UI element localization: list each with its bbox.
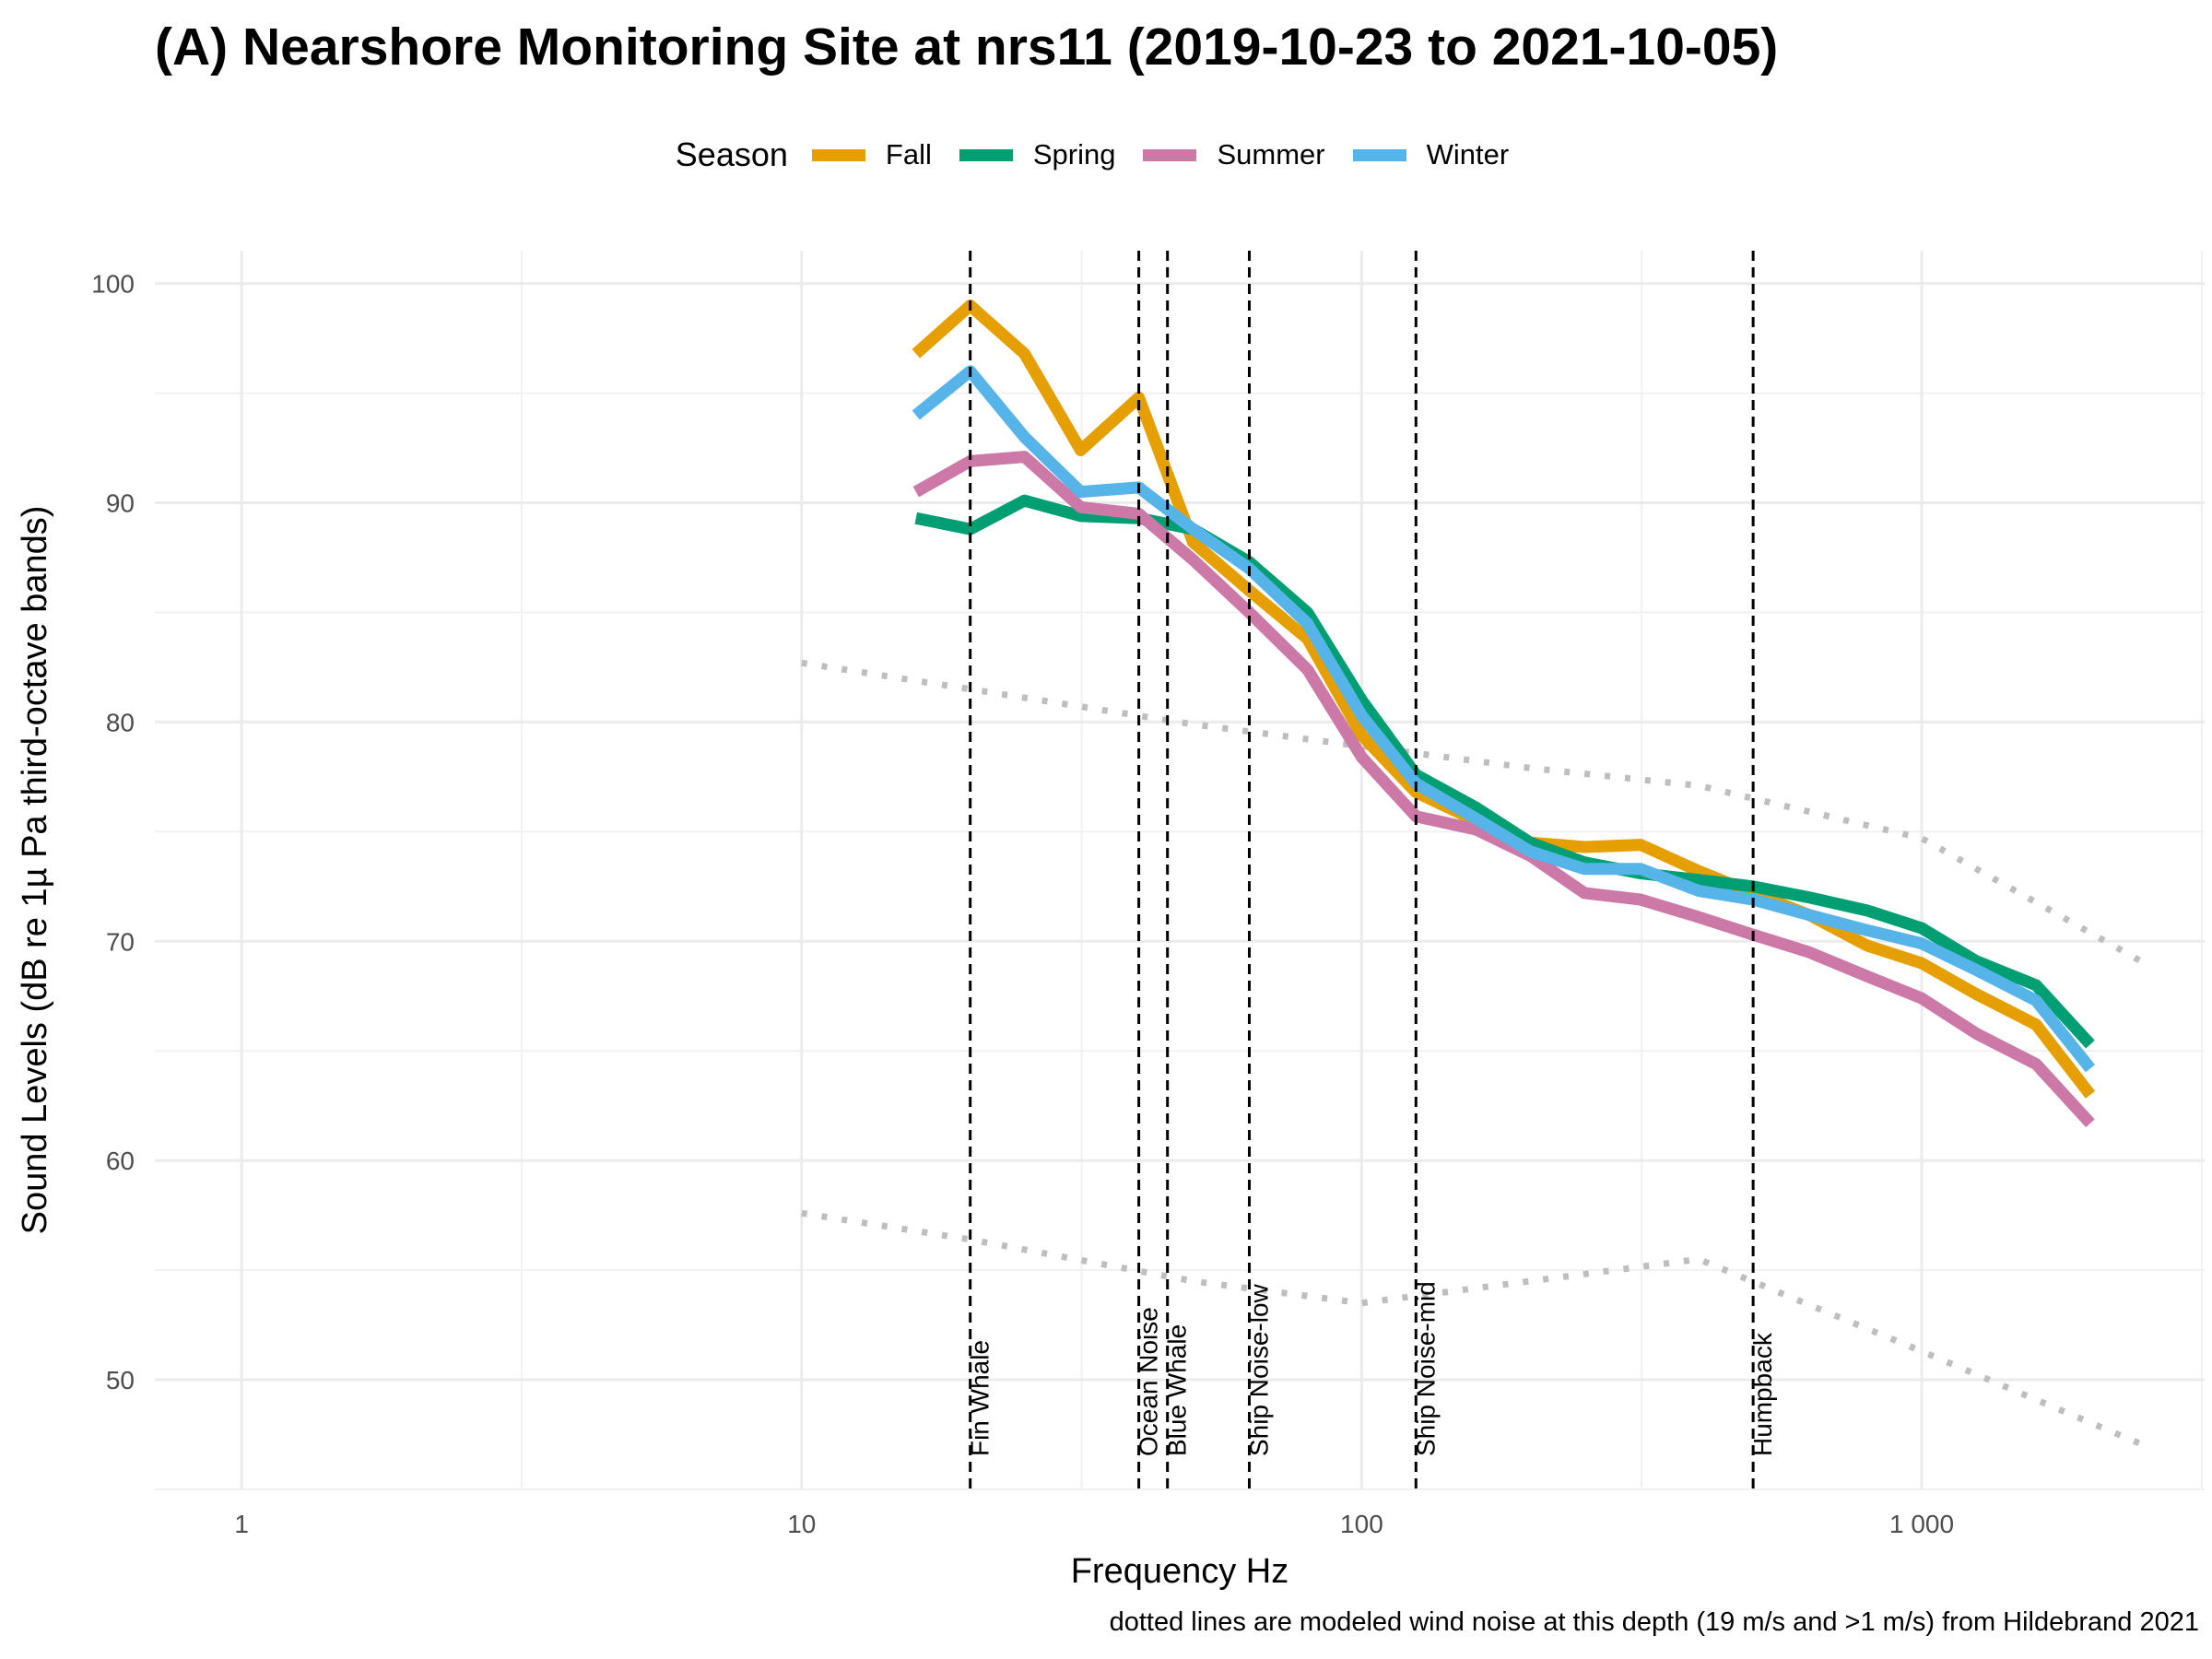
wind-noise-layer <box>801 659 2147 1449</box>
x-axis-title: Frequency Hz <box>1071 1552 1289 1591</box>
chart-caption: dotted lines are modeled wind noise at t… <box>1109 1607 2199 1637</box>
chart-title: (A) Nearshore Monitoring Site at nrs11 (… <box>155 18 1779 76</box>
series-line-winter <box>912 365 2096 1073</box>
legend-item-summer: Summer <box>1143 138 1325 171</box>
legend-label-summer: Summer <box>1217 138 1325 171</box>
series-line-spring <box>914 494 2095 1049</box>
legend-key-fall <box>811 148 865 161</box>
x-tick-label: 1 000 <box>1889 1510 1954 1538</box>
wind-noise-line-low <box>801 1209 2147 1449</box>
band-label: Ship Noise-low <box>1244 1283 1273 1456</box>
band-label: Fin Whale <box>966 1340 994 1456</box>
series-line-summer <box>912 451 2095 1128</box>
legend-item-spring: Spring <box>959 138 1116 171</box>
legend-title: Season <box>675 135 788 173</box>
grid-layer <box>155 251 2205 1490</box>
y-tick-label: 50 <box>106 1366 135 1394</box>
wind-noise-line-high <box>801 659 2147 967</box>
legend-item-winter: Winter <box>1352 138 1510 171</box>
y-tick-label: 90 <box>106 489 135 518</box>
x-tick-label: 10 <box>787 1510 816 1538</box>
band-label: Humpback <box>1748 1332 1777 1456</box>
y-axis-title: Sound Levels (dB re 1µ Pa third-octave b… <box>16 506 54 1235</box>
legend-key-summer <box>1143 148 1197 161</box>
legend-key-spring <box>959 148 1013 161</box>
legend-label-spring: Spring <box>1032 138 1116 171</box>
legend: Season Fall Spring Summer Winter <box>0 131 2212 179</box>
band-label: Blue Whale <box>1163 1324 1192 1456</box>
legend-item-fall: Fall <box>811 138 932 171</box>
legend-key-winter <box>1352 148 1406 161</box>
band-label: Ocean Noise <box>1135 1307 1163 1456</box>
legend-label-fall: Fall <box>885 138 932 171</box>
series-layer <box>912 299 2096 1128</box>
series-line-fall <box>912 299 2096 1099</box>
y-tick-label: 60 <box>106 1147 135 1175</box>
x-tick-label: 100 <box>1340 1510 1383 1538</box>
legend-label-winter: Winter <box>1426 138 1510 171</box>
band-layer: Fin Whale Ocean Noise Blue Whale Ship Noise… <box>966 251 1777 1489</box>
band-label: Ship Noise-mid <box>1411 1281 1440 1456</box>
y-tick-label: 100 <box>91 270 135 299</box>
x-tick-label: 1 <box>234 1510 249 1538</box>
y-tick-label: 80 <box>106 708 135 736</box>
y-tick-label: 70 <box>106 927 135 956</box>
axis-layer: 1 10 100 1 000 50 60 70 80 90 100 Frequency Hz Soun… <box>16 270 1954 1591</box>
